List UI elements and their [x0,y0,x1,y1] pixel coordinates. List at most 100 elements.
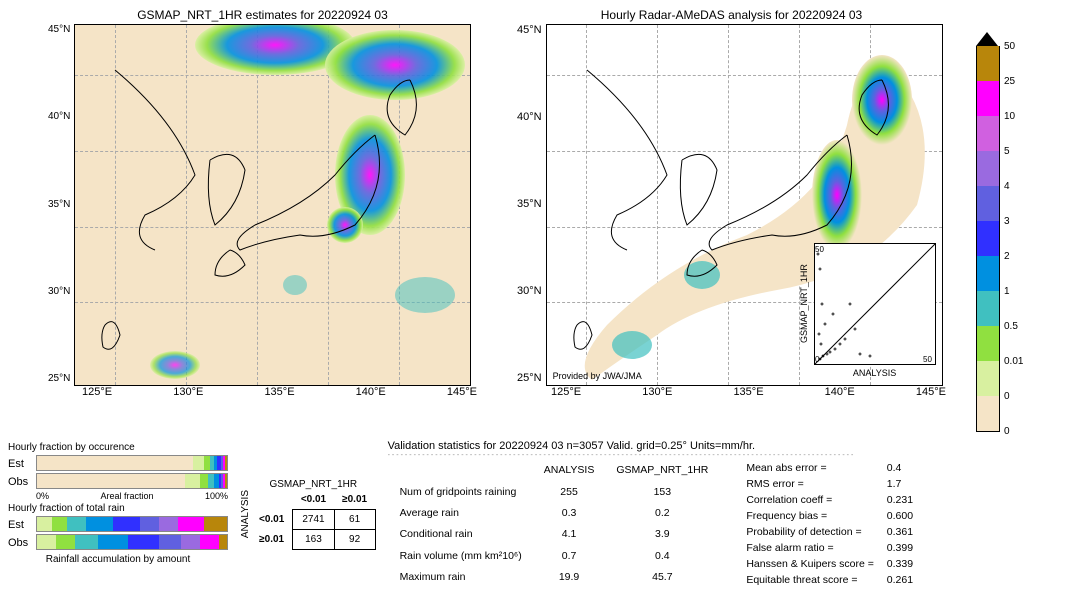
lon-tick: 135°E [264,386,294,398]
score-key: Mean abs error = [742,461,878,475]
colorbar-label: 25 [1004,76,1015,87]
lat-tick: 35°N [48,199,70,210]
score-val: 0.361 [880,525,917,539]
lat-tick: 45°N [517,24,542,36]
validation-block: Validation statistics for 20220924 03 n=… [388,440,1072,589]
stat-val: 255 [534,482,605,501]
right-map-title: Hourly Radar-AMeDAS analysis for 2022092… [517,8,946,22]
bottom-row: Hourly fraction by occurence Est Obs 0% … [8,440,1072,589]
contingency-table: <0.01 ≥0.01 <0.01 2741 61 ≥0.01 163 92 [251,490,376,550]
left-map-yaxis: 45°N 40°N 35°N 30°N 25°N [48,24,74,384]
validation-right-table: Mean abs error = 0.4RMS error = 1.7Corre… [740,459,919,589]
score-key: Frequency bias = [742,509,878,523]
inset-ylabel: GSMAP_NRT_1HR [799,244,809,364]
colorbar-arrow-icon [976,32,998,46]
colorbar-label: 3 [1004,216,1010,227]
colorbar-label: 0.5 [1004,321,1018,332]
lat-tick: 30°N [517,285,542,297]
left-map-svg [75,25,470,385]
stat-key: Num of gridpoints raining [390,482,532,501]
score-val: 0.4 [880,461,917,475]
right-map-frame: 0 50 50 ANALYSIS GSMAP_NRT_1HR Provided … [546,24,943,386]
validation-left-table: ANALYSIS GSMAP_NRT_1HR Num of gridpoints… [388,459,721,589]
stat-val: 153 [606,482,718,501]
colorbar-label: 50 [1004,41,1015,52]
right-map-yaxis: 45°N 40°N 35°N 30°N 25°N [517,24,546,384]
lon-tick: 130°E [642,386,672,398]
score-key: RMS error = [742,477,878,491]
colorbar-label: 0.01 [1004,356,1023,367]
fraction-bars: Hourly fraction by occurence Est Obs 0% … [8,440,228,589]
stat-val: 4.1 [534,525,605,544]
scatter-inset: 0 50 50 ANALYSIS GSMAP_NRT_1HR [814,243,936,365]
lon-tick: 125°E [82,386,112,398]
svg-text:50: 50 [815,245,824,254]
svg-text:50: 50 [923,355,932,364]
colorbar-label: 2 [1004,251,1010,262]
col-head: ANALYSIS [534,461,605,480]
score-val: 1.7 [880,477,917,491]
stat-val: 0.4 [606,546,718,565]
lon-tick: 125°E [551,386,581,398]
occ-est-bar [36,455,228,471]
score-key: Hanssen & Kuipers score = [742,557,878,571]
provided-by: Provided by JWA/JMA [553,371,642,381]
lon-tick: 140°E [356,386,386,398]
stat-key: Maximum rain [390,568,532,587]
stat-key: Conditional rain [390,525,532,544]
row-label: Obs [8,476,32,488]
score-key: Correlation coeff = [742,493,878,507]
axis-title: Areal fraction [100,491,153,501]
colorbar-label: 0 [1004,391,1010,402]
lat-tick: 35°N [517,198,542,210]
score-key: Probability of detection = [742,525,878,539]
lat-tick: 25°N [517,372,542,384]
lat-tick: 30°N [48,286,70,297]
ct-row-title: ANALYSIS [240,490,251,538]
lon-tick: 145°E [447,386,477,398]
lat-tick: 45°N [48,24,70,35]
ct-row-head: <0.01 [251,510,293,530]
rain-title: Hourly fraction of total rain [8,503,228,514]
lon-tick: 145°E [916,386,946,398]
occ-title: Hourly fraction by occurence [8,442,228,453]
colorbar-label: 4 [1004,181,1010,192]
right-map-xaxis: 125°E 130°E 135°E 140°E 145°E [551,386,946,398]
right-map-block: Hourly Radar-AMeDAS analysis for 2022092… [517,8,946,432]
score-val: 0.600 [880,509,917,523]
stat-val: 0.7 [534,546,605,565]
left-map-xaxis: 125°E 130°E 135°E 140°E 145°E [82,386,477,398]
row-label: Est [8,519,32,531]
left-map-title: GSMAP_NRT_1HR estimates for 20220924 03 [48,8,477,22]
svg-text:0: 0 [815,355,820,364]
col-head: GSMAP_NRT_1HR [606,461,718,480]
stat-val: 3.9 [606,525,718,544]
ct-col-title: GSMAP_NRT_1HR [251,479,376,490]
score-val: 0.261 [880,573,917,587]
lat-tick: 40°N [517,111,542,123]
score-key: False alarm ratio = [742,541,878,555]
left-map-block: GSMAP_NRT_1HR estimates for 20220924 03 … [48,8,477,432]
maps-row: GSMAP_NRT_1HR estimates for 20220924 03 … [8,8,1072,432]
stat-key: Average rain [390,503,532,522]
score-val: 0.339 [880,557,917,571]
stat-val: 45.7 [606,568,718,587]
score-val: 0.399 [880,541,917,555]
stat-key: Rain volume (mm km²10⁶) [390,546,532,565]
left-map-frame [74,24,471,386]
ct-row-head: ≥0.01 [251,530,293,550]
ct-cell: 92 [334,530,375,550]
ct-col-head: ≥0.01 [334,490,375,510]
rain-foot: Rainfall accumulation by amount [8,554,228,565]
score-val: 0.231 [880,493,917,507]
row-label: Est [8,458,32,470]
lon-tick: 140°E [825,386,855,398]
lat-tick: 40°N [48,111,70,122]
lat-tick: 25°N [48,373,70,384]
stat-val: 0.2 [606,503,718,522]
ct-col-head: <0.01 [293,490,334,510]
divider: ----------------------------------------… [388,452,1072,459]
colorbar: 502510543210.50.0100 [976,32,998,432]
rain-obs-bar [36,534,228,550]
ct-cell: 2741 [293,510,334,530]
